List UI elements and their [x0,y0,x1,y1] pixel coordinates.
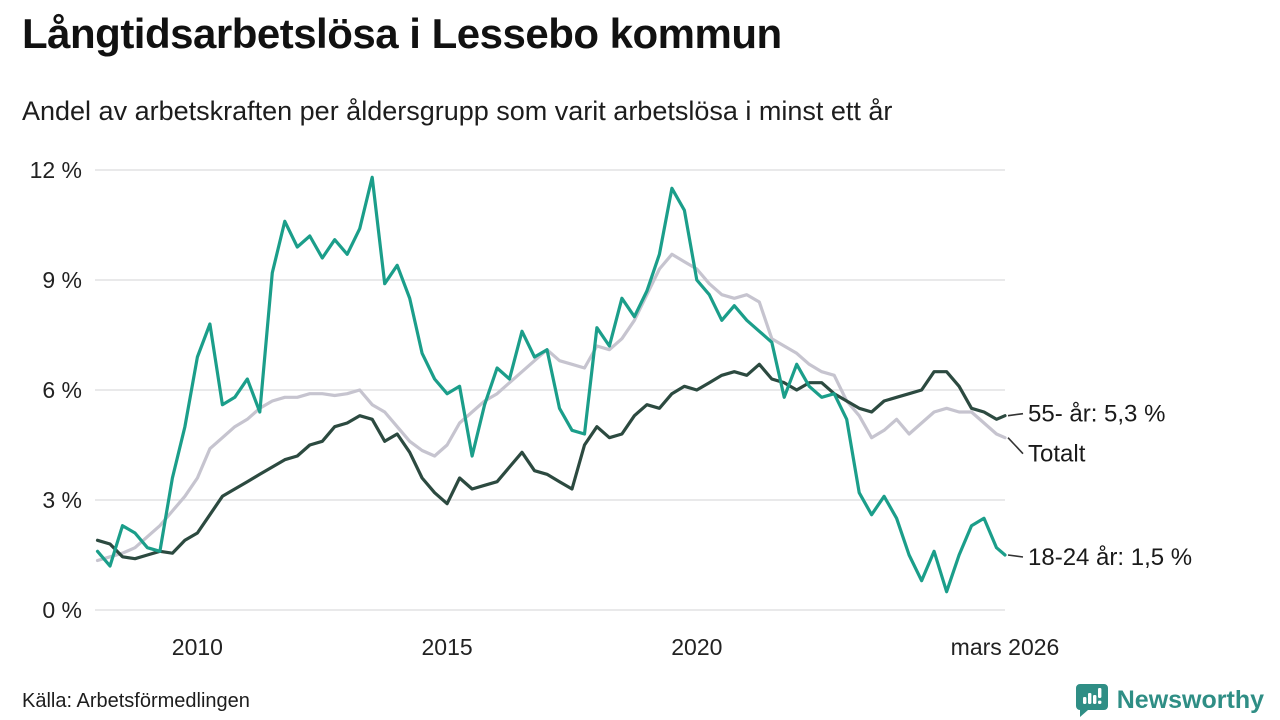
newsworthy-logo: Newsworthy [1075,682,1264,718]
x-tick-label: 2015 [422,634,473,660]
series-line-18-24-år [95,175,1007,594]
series-annotation: 18-24 år: 1,5 % [1028,544,1192,571]
y-tick-label: 6 % [42,377,82,403]
x-tick-label: 2010 [172,634,223,660]
page-title: Långtidsarbetslösa i Lessebo kommun [22,10,782,57]
series-line-55--år [95,362,1007,561]
source-note: Källa: Arbetsförmedlingen [22,690,250,712]
y-tick-label: 12 % [30,157,82,183]
newsworthy-bubble-icon [1075,684,1108,717]
y-tick-label: 3 % [42,487,82,513]
y-tick-label: 9 % [42,267,82,293]
series-line-totalt [95,252,1007,563]
annotation-connector [1007,412,1024,417]
brand-name: Newsworthy [1116,685,1264,714]
page-subtitle: Andel av arbetskraften per åldersgrupp s… [22,96,893,126]
annotation-connector [1007,554,1024,558]
series-annotation: 55- år: 5,3 % [1028,401,1165,428]
x-tick-label: mars 2026 [951,634,1060,660]
y-tick-label: 0 % [42,597,82,623]
series-annotation: Totalt [1028,441,1086,468]
annotation-connector [1007,437,1024,455]
x-tick-label: 2020 [671,634,722,660]
